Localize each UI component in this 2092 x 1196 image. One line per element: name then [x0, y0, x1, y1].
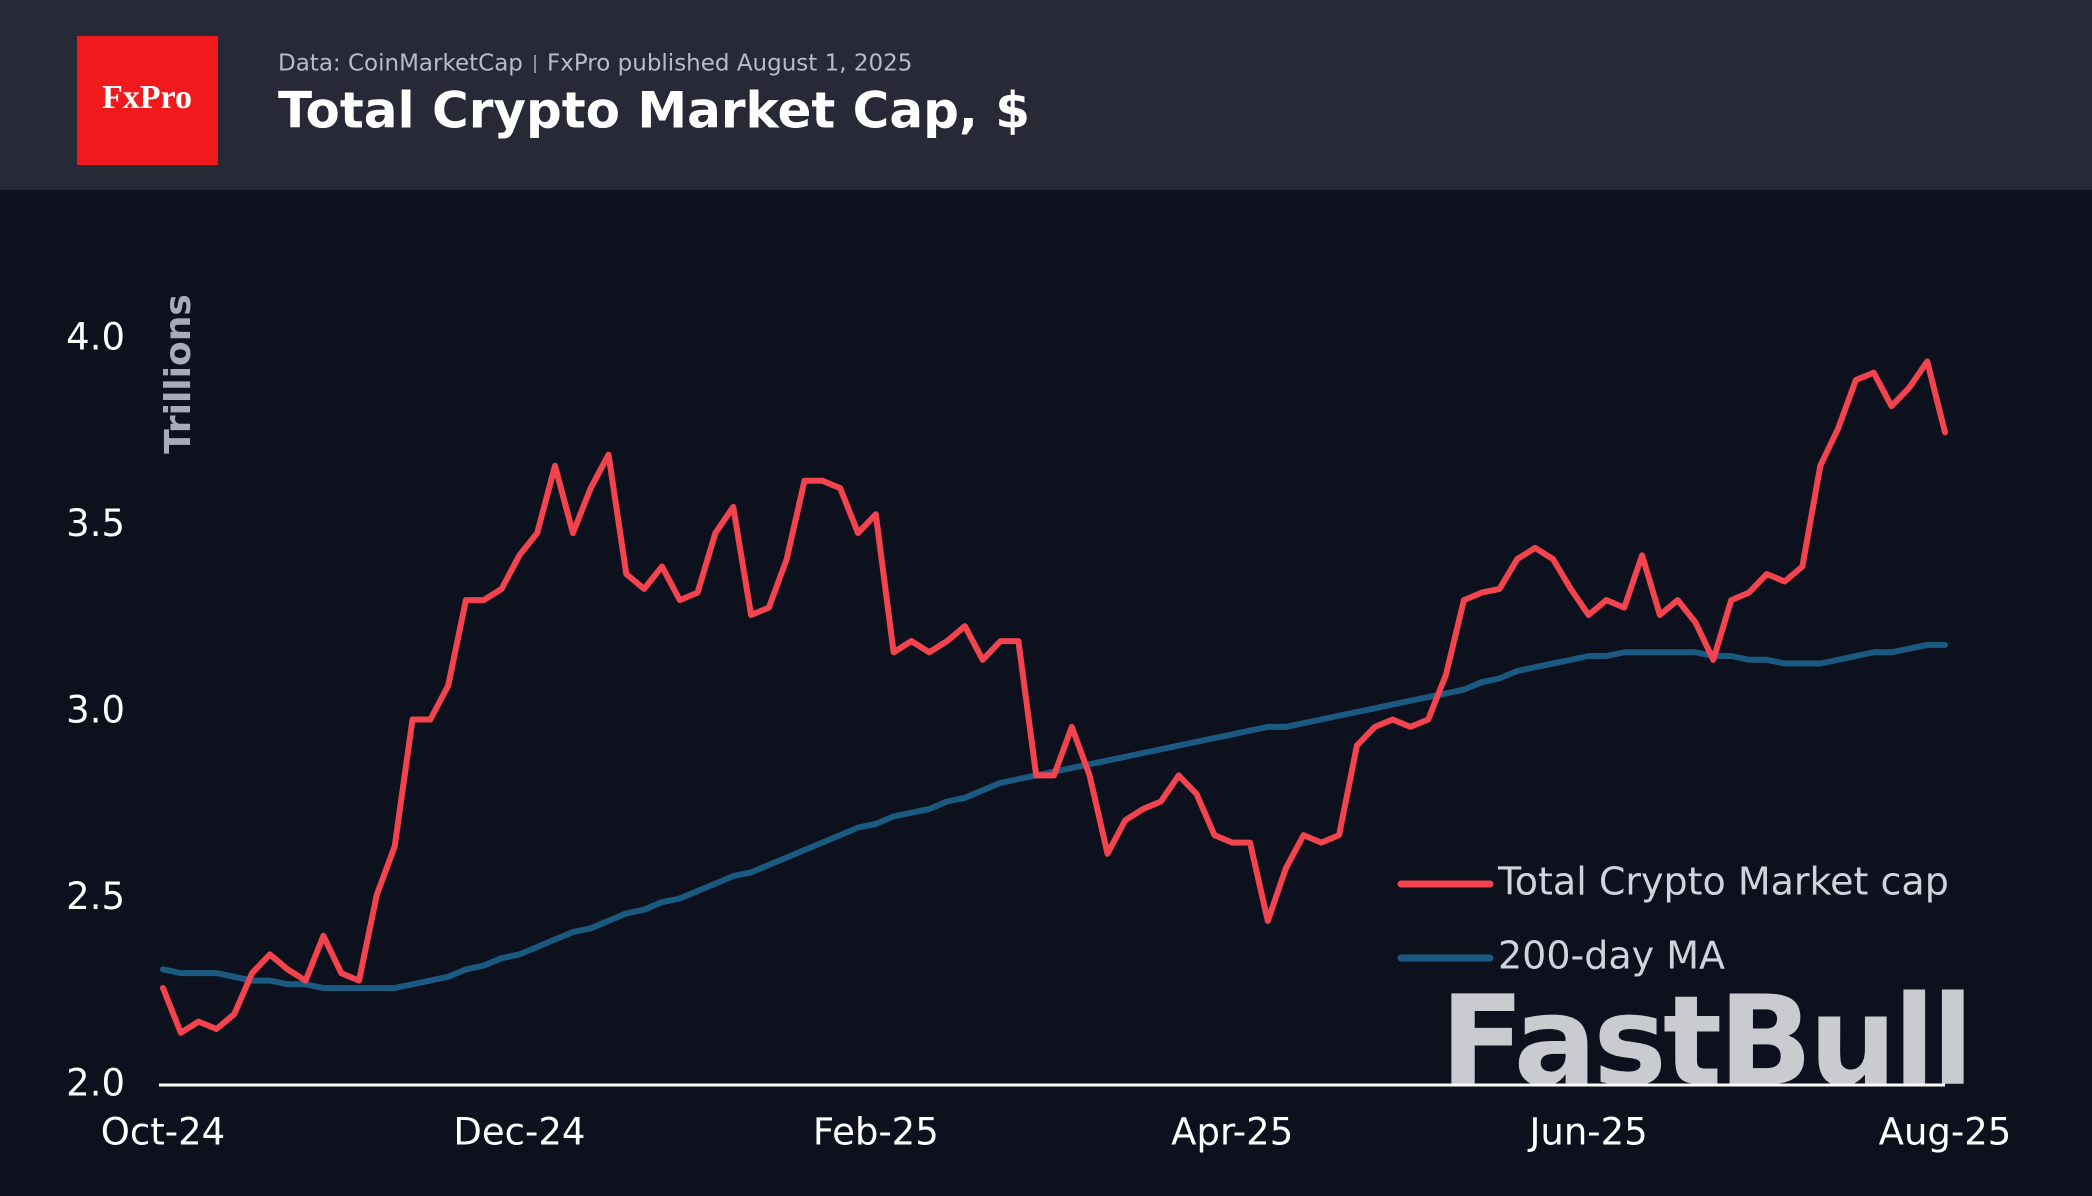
x-tick-label: Apr-25	[1171, 1111, 1293, 1154]
y-tick-label: 2.0	[66, 1062, 125, 1105]
y-tick-label: 2.5	[66, 875, 125, 918]
line-series	[160, 358, 1948, 1036]
watermark: FastBull	[1440, 970, 1970, 1114]
source: Data: CoinMarketCap	[278, 51, 523, 77]
x-tick-label: Dec-24	[453, 1111, 585, 1154]
subtitle: FxPro published August 1, 2025	[547, 51, 912, 77]
x-tick-label: Jun-25	[1527, 1111, 1647, 1154]
logo: FxPro	[102, 79, 192, 116]
x-tick-label: Feb-25	[813, 1111, 939, 1154]
y-tick-label: 3.5	[66, 502, 125, 545]
y-axis-label: Trillions	[158, 294, 199, 454]
y-tick-label: 3.0	[66, 689, 125, 732]
logo-box	[77, 36, 218, 165]
x-tick-label: Aug-25	[1879, 1111, 2012, 1154]
chart-title: Total Crypto Market Cap, $	[278, 82, 1030, 140]
x-tick-label: Oct-24	[101, 1111, 225, 1154]
header	[0, 0, 2092, 190]
legend-label: Total Crypto Market cap	[1497, 860, 1949, 904]
y-tick-label: 4.0	[66, 316, 125, 359]
legend-label: 200-day MA	[1498, 934, 1725, 978]
